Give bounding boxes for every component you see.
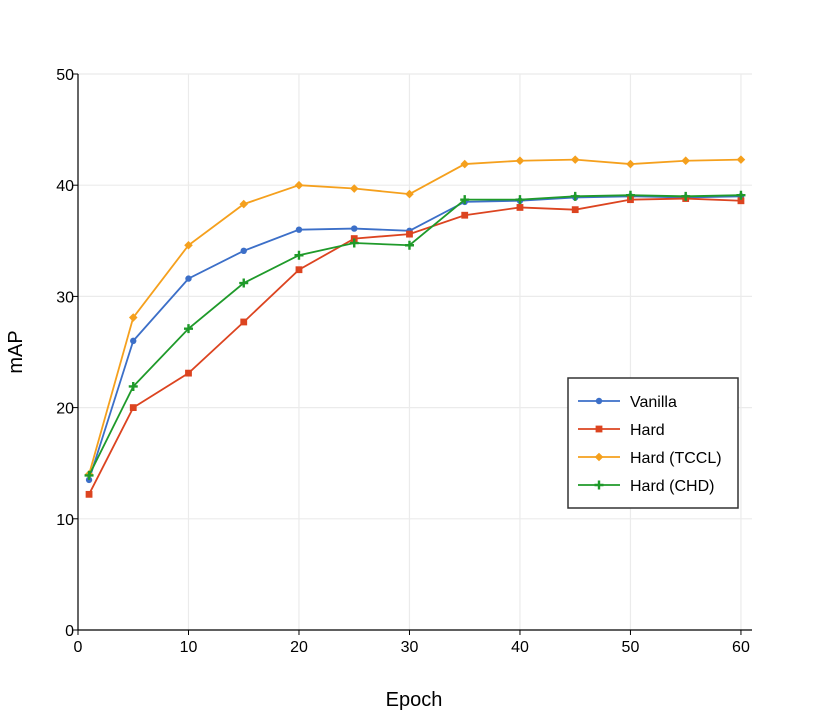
data-point <box>184 240 193 250</box>
legend: Vanilla Hard Hard (TCCL) Hard (CHD) <box>567 377 739 509</box>
data-point <box>595 425 603 433</box>
legend-item: Hard <box>578 422 665 439</box>
y-tick-label: 0 <box>65 623 74 640</box>
axes <box>77 74 752 631</box>
data-point <box>595 397 603 405</box>
data-point <box>240 247 247 255</box>
data-point <box>594 480 604 490</box>
data-point <box>349 184 359 193</box>
x-tick-label: 30 <box>401 639 419 656</box>
data-point <box>625 190 635 200</box>
data-point <box>183 324 193 334</box>
series-group <box>84 155 746 498</box>
data-point <box>84 470 94 480</box>
legend-label: Hard (TCCL) <box>630 450 722 467</box>
x-tick-label: 0 <box>74 639 83 656</box>
data-point <box>460 195 470 205</box>
data-point <box>239 199 249 209</box>
data-point <box>294 180 304 190</box>
data-point <box>185 275 192 282</box>
data-point <box>129 404 137 411</box>
y-tick-label: 10 <box>56 512 74 529</box>
tick-labels: 0 10 20 30 40 50 60 0 10 20 30 40 50 <box>56 67 750 656</box>
data-point <box>85 490 93 498</box>
legend-label: Vanilla <box>630 394 677 411</box>
data-point <box>460 159 470 169</box>
data-point <box>239 278 249 288</box>
data-point <box>626 159 635 169</box>
x-tick-label: 40 <box>511 639 529 656</box>
data-point <box>736 155 746 164</box>
data-point <box>128 313 138 322</box>
y-tick-label: 50 <box>56 67 74 84</box>
data-point <box>406 230 413 238</box>
data-point <box>128 381 138 391</box>
legend-label: Hard <box>630 422 665 439</box>
x-tick-label: 10 <box>180 639 198 656</box>
data-point <box>130 337 137 345</box>
series-hard-chd <box>84 190 746 480</box>
data-point <box>351 225 358 232</box>
data-point <box>515 156 525 166</box>
legend-item: Hard (CHD) <box>578 478 714 495</box>
y-tick-label: 30 <box>56 289 74 306</box>
x-tick-label: 20 <box>290 639 308 656</box>
y-tick-label: 20 <box>56 401 74 418</box>
data-point <box>295 226 303 233</box>
data-point <box>570 191 580 201</box>
y-axis-label: mAP <box>5 330 27 373</box>
legend-item: Vanilla <box>578 394 677 411</box>
data-point <box>185 369 192 377</box>
data-point <box>240 318 248 326</box>
data-point <box>349 238 359 248</box>
x-tick-label: 50 <box>622 639 640 656</box>
y-tick-label: 40 <box>56 178 74 195</box>
data-point <box>405 189 414 199</box>
data-point <box>571 206 579 214</box>
data-point <box>515 195 525 205</box>
grid-lines <box>78 73 752 630</box>
data-point <box>404 240 414 250</box>
x-tick-label: 60 <box>732 639 750 656</box>
data-point <box>295 266 303 274</box>
data-point <box>681 156 691 166</box>
data-point <box>594 452 604 462</box>
legend-item: Hard (TCCL) <box>578 450 722 467</box>
data-point <box>516 204 524 211</box>
data-point <box>461 211 469 219</box>
data-point <box>681 191 691 201</box>
data-point <box>737 197 745 205</box>
x-axis-label: Epoch <box>386 689 443 711</box>
data-point <box>294 250 304 260</box>
series-hard-tccl <box>84 155 746 479</box>
data-point <box>570 155 580 164</box>
data-point <box>736 190 746 200</box>
legend-label: Hard (CHD) <box>630 478 714 495</box>
